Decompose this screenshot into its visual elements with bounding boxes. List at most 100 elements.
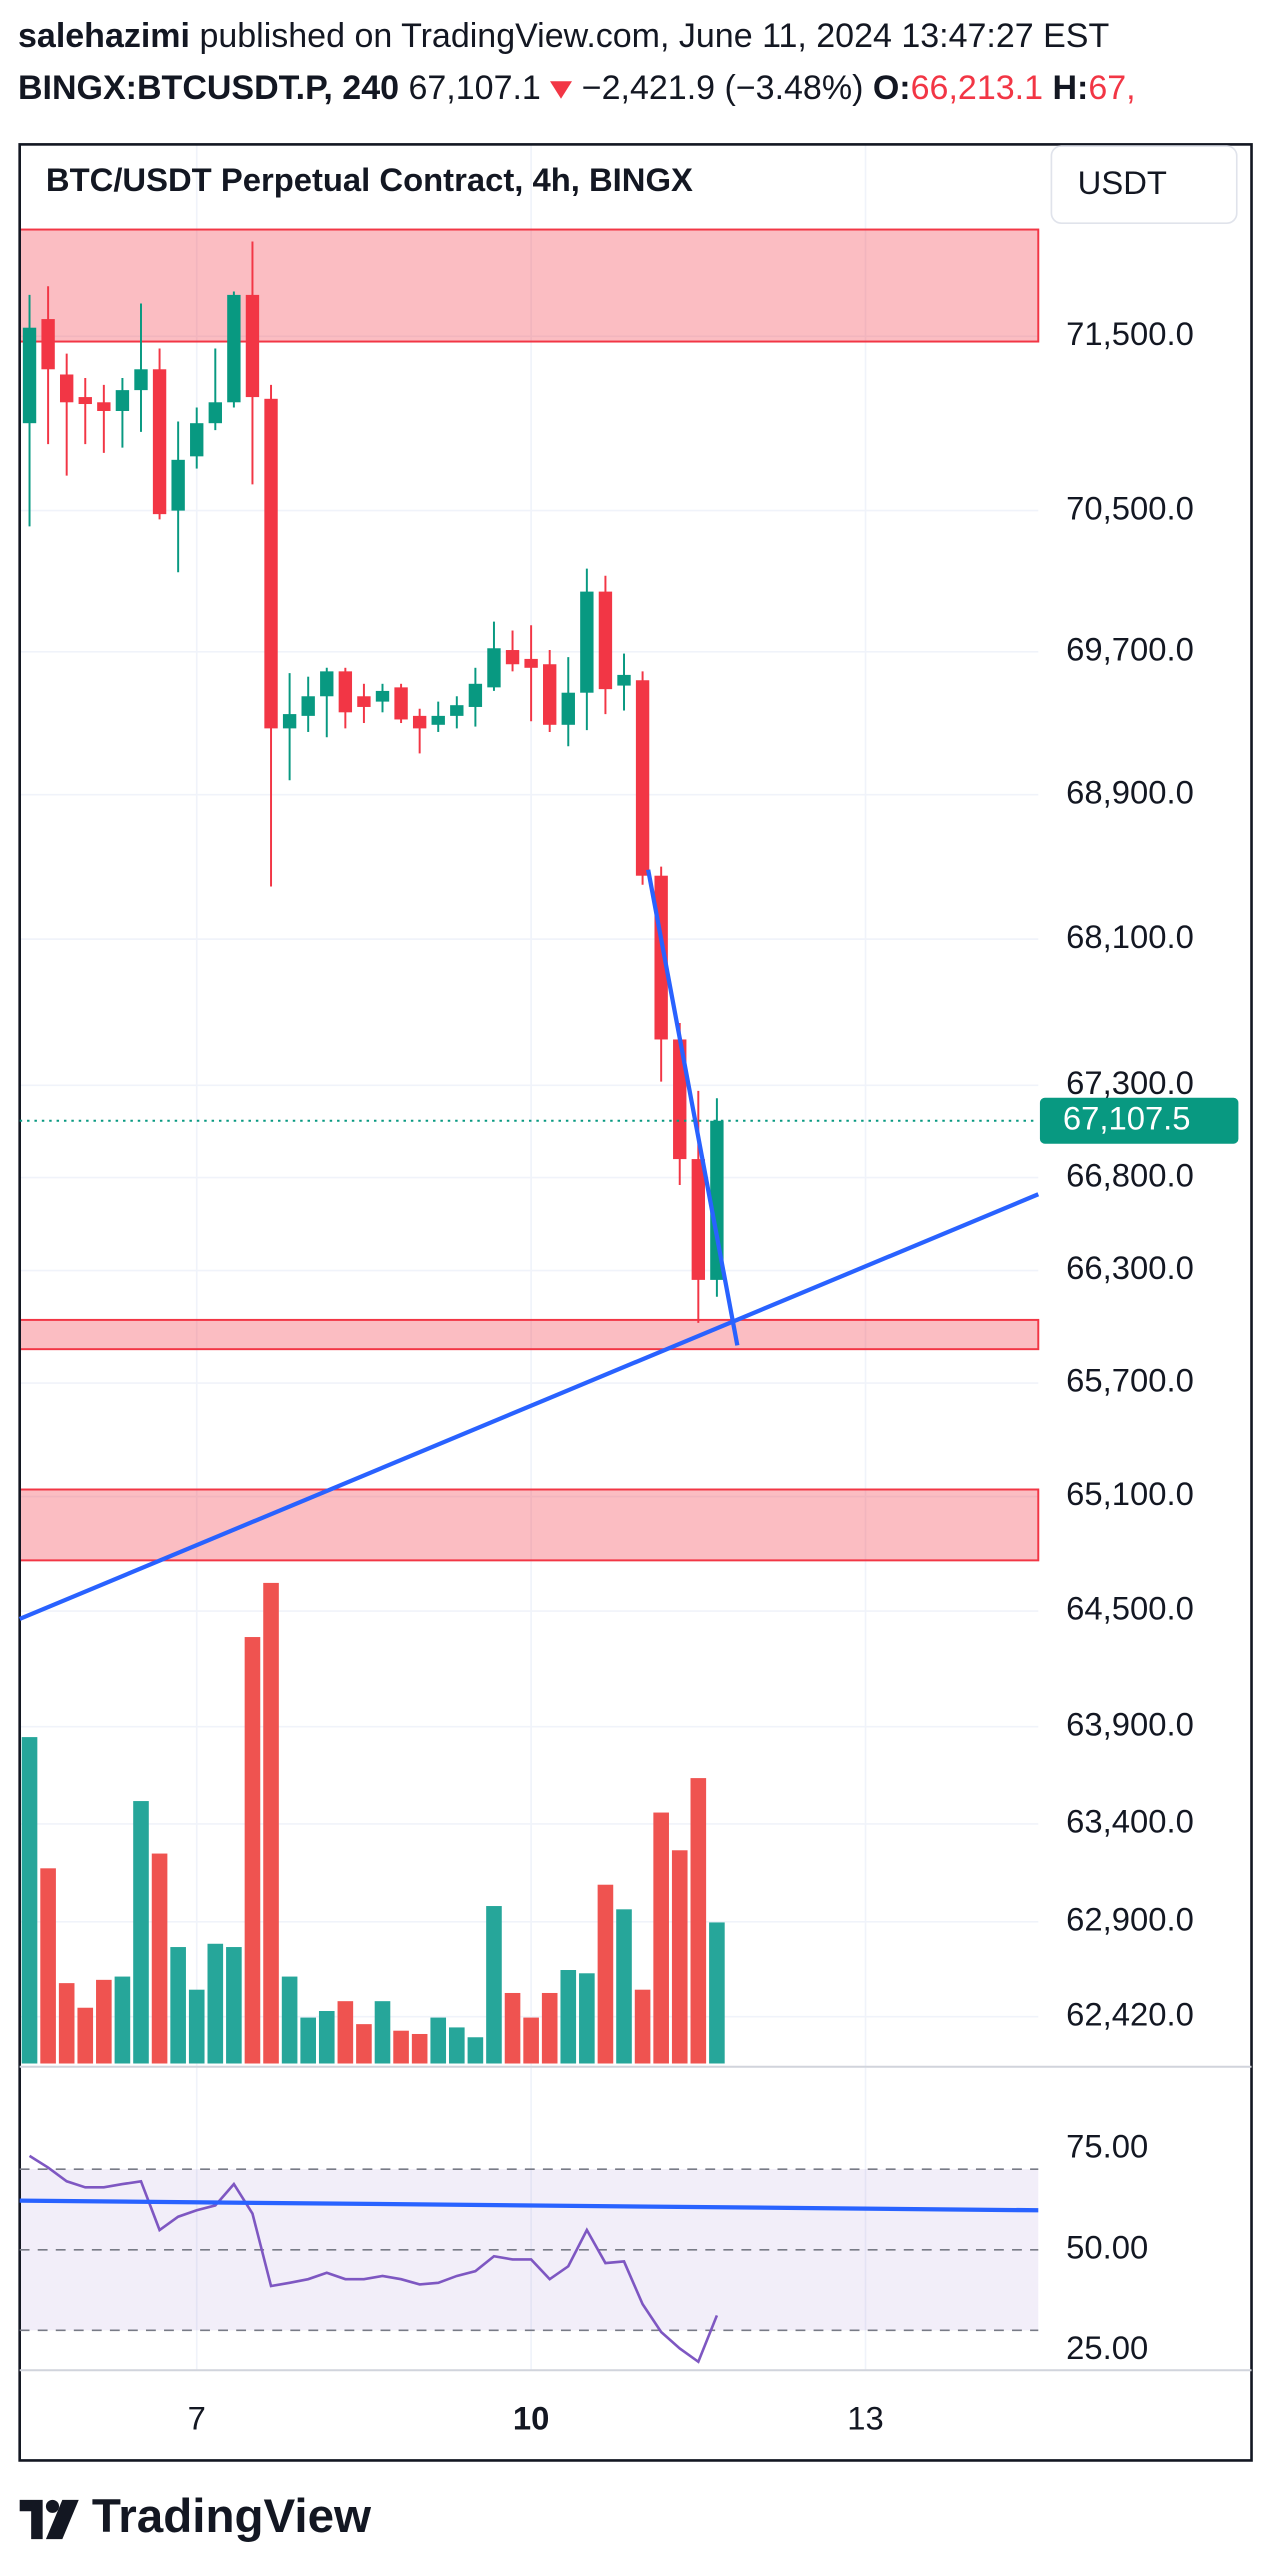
volume-bar [374, 2001, 391, 2064]
volume-bar [188, 1989, 205, 2064]
candle-body [282, 714, 297, 729]
candle-body [635, 680, 650, 876]
candle-body [227, 294, 241, 403]
candle-body [375, 690, 390, 702]
candle-body [301, 696, 315, 716]
candle-body [450, 705, 464, 716]
candle-body [394, 687, 408, 720]
last-price-box [1039, 1097, 1239, 1144]
y-tick-label: 65,100.0 [1066, 1475, 1194, 1512]
candle-body [115, 390, 130, 411]
currency-label: USDT [1078, 164, 1167, 201]
logo-slash [45, 2499, 79, 2540]
volume-bar [226, 1947, 242, 2064]
candle-body [468, 683, 483, 707]
candle-body [78, 397, 92, 405]
logo: TradingView [19, 2490, 372, 2543]
volume-bar [318, 2011, 335, 2064]
y-tick-label: 69,700.0 [1066, 630, 1194, 667]
candle-body [134, 369, 148, 391]
volume-bar [411, 2033, 428, 2064]
h-label: H: [1052, 69, 1089, 107]
y-tick-label: 62,900.0 [1066, 1901, 1194, 1938]
volume-bar [207, 1943, 224, 2064]
logo-text: TradingView [92, 2490, 372, 2543]
header: salehazimi published on TradingView.com,… [18, 10, 1263, 114]
volume-bar [430, 2017, 447, 2064]
volume-bar [690, 1778, 707, 2064]
rsi-trendline [19, 2198, 1039, 2213]
volume-bar [133, 1801, 149, 2064]
volume-bar [21, 1737, 38, 2064]
y-tick-label: 64,500.0 [1066, 1590, 1194, 1627]
volume-bar [114, 1976, 131, 2064]
volume-bar [300, 2017, 316, 2064]
y-tick-label: 66,300.0 [1066, 1249, 1194, 1286]
candle-body [691, 1159, 706, 1280]
chart-title: BTC/USDT Perpetual Contract, 4h, BINGX [46, 161, 693, 198]
candle-body [264, 398, 278, 729]
o-label: O: [872, 69, 911, 107]
last-price-label: 67,107.5 [1063, 1099, 1191, 1136]
volume-bar [634, 1989, 651, 2064]
candle-body [580, 591, 594, 693]
candle-body [22, 327, 37, 424]
zone [18, 228, 1040, 343]
candle-body [190, 423, 204, 457]
y-tick-label: 68,900.0 [1066, 773, 1194, 810]
volume-bar [393, 2030, 409, 2064]
volume-bar [244, 1637, 261, 2064]
candle-body [710, 1120, 724, 1280]
volume-bar [486, 1906, 502, 2064]
candle-body [171, 459, 185, 511]
down-arrow [550, 81, 573, 99]
candle-body [598, 591, 613, 690]
header-line-1: salehazimi published on TradingView.com,… [18, 10, 1263, 62]
candle-body [673, 1039, 687, 1160]
rsi-tick-label: 50.00 [1066, 2228, 1148, 2265]
volume-bar [58, 1983, 75, 2064]
rsi-tick-label: 75.00 [1066, 2128, 1148, 2165]
candle-body [357, 696, 371, 707]
currency-button[interactable] [1050, 145, 1238, 224]
volume-bar [77, 2007, 94, 2064]
volume-bar [504, 1992, 521, 2064]
y-tick-label: 70,500.0 [1066, 489, 1194, 526]
trendline [646, 869, 740, 1346]
y-tick-label: 62,420.0 [1066, 1995, 1194, 2032]
last: 67,107.1 [408, 69, 541, 107]
volume-bar [653, 1812, 669, 2064]
candle-body [431, 715, 445, 725]
zone [18, 1488, 1040, 1562]
volume-bar [96, 1979, 112, 2064]
rsi-line [28, 2154, 719, 2364]
header-line-2: BINGX:BTCUSDT.P, 240 67,107.1 −2,421.9 (… [18, 62, 1263, 114]
volume-bar [449, 2027, 465, 2064]
volume-bar [356, 2024, 372, 2064]
candle-body [97, 402, 111, 411]
candle-body [320, 671, 334, 697]
y-tick-label: 67,300.0 [1066, 1064, 1194, 1101]
volume-bar [597, 1884, 614, 2064]
volume-bar [541, 1992, 558, 2064]
candle-body [412, 715, 427, 729]
volume-bar [709, 1922, 725, 2064]
candle-body [487, 648, 501, 688]
volume-bar [579, 1973, 595, 2064]
volume-bar [523, 2017, 539, 2064]
h-value: 67, [1088, 69, 1136, 107]
candle-body [543, 664, 557, 725]
candle-body [59, 374, 74, 403]
published: published on TradingView.com, June 11, 2… [199, 17, 1110, 55]
candle-body [208, 402, 222, 424]
volume-bar [263, 1582, 279, 2064]
volume-bar [40, 1868, 56, 2064]
x-tick-label: 7 [188, 2400, 206, 2437]
zone [18, 1318, 1040, 1351]
y-tick-label: 66,800.0 [1066, 1156, 1194, 1193]
frame [18, 143, 1253, 2462]
candle-body [561, 692, 575, 725]
volume-bar [616, 1909, 632, 2064]
volume-bar [560, 1970, 577, 2064]
